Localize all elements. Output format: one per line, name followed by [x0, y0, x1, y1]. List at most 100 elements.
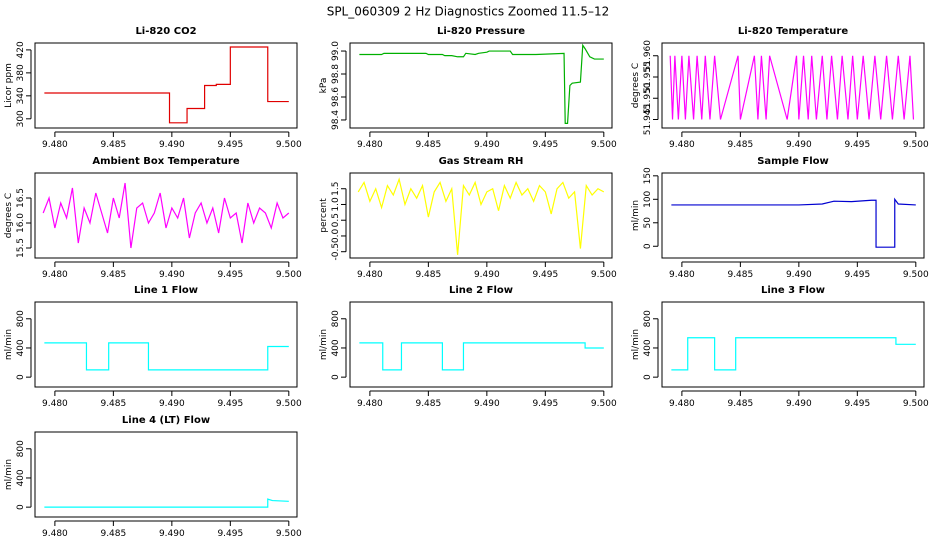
plot-frame: [34, 431, 298, 518]
plot-frame: [661, 301, 925, 388]
x-tick-label: 9.500: [276, 270, 302, 280]
y-tick-label: 1.5: [331, 182, 341, 196]
x-tick-label: 9.485: [727, 140, 753, 150]
y-tick-label: 51.950: [643, 82, 653, 114]
y-tick-label: 400: [16, 469, 26, 486]
panel-title: Li-820 Pressure: [437, 26, 525, 37]
panel-title: Li-820 CO2: [135, 26, 196, 37]
data-line: [44, 498, 289, 508]
y-tick-label: 99.0: [331, 41, 341, 61]
y-axis-label: ml/min: [631, 200, 641, 231]
x-tick-label: 9.490: [786, 399, 812, 409]
y-axis-label: ml/min: [319, 329, 329, 360]
y-axis-label: kPa: [319, 78, 329, 94]
x-tick-label: 9.480: [357, 270, 383, 280]
plot-frame: [349, 42, 613, 129]
x-tick-label: 9.480: [669, 399, 695, 409]
x-tick-label: 9.495: [217, 140, 243, 150]
x-tick-label: 9.500: [903, 399, 929, 409]
y-tick-label: 400: [331, 339, 341, 356]
y-tick-label: 340: [16, 87, 26, 104]
panel-title: Line 1 Flow: [134, 285, 198, 296]
y-tick-label: 16.5: [16, 188, 26, 208]
y-tick-label: 0: [331, 374, 341, 380]
x-tick-label: 9.500: [591, 140, 617, 150]
plot-frame: [349, 301, 613, 388]
x-tick-label: 9.490: [159, 529, 185, 539]
plot-frame: [34, 172, 298, 259]
x-tick-label: 9.485: [415, 140, 441, 150]
y-tick-label: 0: [643, 374, 653, 380]
x-tick-label: 9.495: [532, 140, 558, 150]
y-axis-label: ml/min: [631, 329, 641, 360]
x-tick-label: 9.485: [100, 399, 126, 409]
y-tick-label: 98.8: [331, 64, 341, 84]
y-tick-label: 400: [643, 339, 653, 356]
x-tick-label: 9.500: [276, 399, 302, 409]
x-tick-label: 9.500: [591, 270, 617, 280]
x-tick-label: 9.480: [357, 140, 383, 150]
x-tick-label: 9.500: [591, 399, 617, 409]
panel-title: Ambient Box Temperature: [92, 156, 239, 167]
x-tick-label: 9.490: [474, 140, 500, 150]
figure-title: SPL_060309 2 Hz Diagnostics Zoomed 11.5–…: [327, 5, 610, 19]
plot-frame: [34, 42, 298, 129]
x-tick-label: 9.490: [786, 140, 812, 150]
y-tick-label: 15.5: [16, 238, 26, 258]
y-axis-label: ml/min: [4, 329, 14, 360]
y-tick-label: 51.960: [643, 40, 653, 72]
y-tick-label: 0.0: [331, 229, 341, 244]
panel-title: Li-820 Temperature: [738, 26, 848, 37]
data-line: [671, 197, 916, 248]
y-axis-label: degrees C: [4, 193, 14, 238]
panel-title: Line 2 Flow: [449, 285, 513, 296]
x-tick-label: 9.480: [42, 529, 68, 539]
data-line: [359, 342, 604, 371]
y-tick-label: 800: [16, 440, 26, 457]
panel-title: Sample Flow: [757, 156, 829, 167]
x-tick-label: 9.500: [276, 140, 302, 150]
y-tick-label: 0: [16, 374, 26, 380]
data-line: [44, 46, 289, 124]
x-tick-label: 9.485: [100, 140, 126, 150]
plot-frame: [661, 172, 925, 259]
y-tick-label: 400: [16, 339, 26, 356]
x-tick-label: 9.490: [159, 399, 185, 409]
data-line: [671, 337, 916, 371]
x-tick-label: 9.480: [42, 399, 68, 409]
y-tick-label: 98.6: [331, 87, 341, 107]
y-axis-label: ml/min: [4, 459, 14, 490]
x-tick-label: 9.485: [100, 270, 126, 280]
x-tick-label: 9.500: [903, 270, 929, 280]
x-tick-label: 9.485: [727, 270, 753, 280]
y-tick-label: 800: [643, 310, 653, 327]
x-tick-label: 9.490: [786, 270, 812, 280]
data-line: [44, 342, 289, 371]
x-tick-label: 9.480: [42, 270, 68, 280]
x-tick-label: 9.490: [474, 270, 500, 280]
x-tick-label: 9.490: [159, 140, 185, 150]
y-tick-label: -0.5: [331, 243, 341, 261]
y-tick-label: 800: [16, 310, 26, 327]
x-tick-label: 9.495: [532, 399, 558, 409]
x-tick-label: 9.485: [727, 399, 753, 409]
y-tick-label: 51.955: [643, 61, 653, 93]
y-tick-label: 100: [643, 190, 653, 207]
panel-title: Gas Stream RH: [439, 156, 524, 167]
x-tick-label: 9.480: [357, 399, 383, 409]
y-axis-label: percent: [319, 198, 329, 233]
x-tick-label: 9.495: [844, 140, 870, 150]
x-tick-label: 9.485: [415, 270, 441, 280]
y-axis-label: degrees C: [631, 63, 641, 108]
x-tick-label: 9.495: [844, 270, 870, 280]
x-tick-label: 9.485: [100, 529, 126, 539]
y-tick-label: 0: [16, 504, 26, 510]
y-tick-label: 1.0: [331, 197, 341, 212]
panel-title: Line 4 (LT) Flow: [122, 415, 210, 426]
y-tick-label: 51.945: [643, 104, 653, 136]
plot-frame: [349, 172, 613, 259]
y-tick-label: 16.0: [16, 213, 26, 233]
panel-title: Line 3 Flow: [761, 285, 825, 296]
data-line: [669, 55, 915, 120]
